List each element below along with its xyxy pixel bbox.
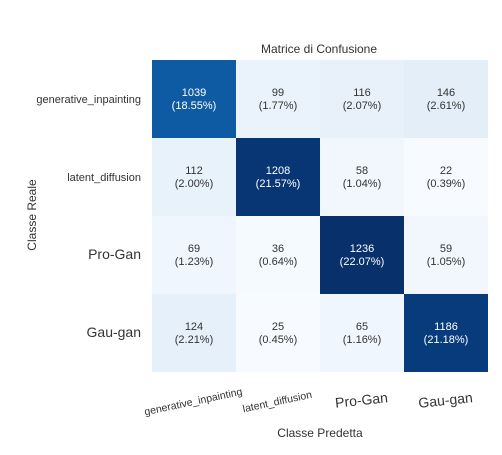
cell-value-label: 1186 <box>434 321 458 333</box>
chart-title: Matrice di Confusione <box>261 42 377 56</box>
cell-percent-label: (2.00%) <box>175 178 214 190</box>
cell-percent-label: (1.04%) <box>343 178 382 190</box>
heatmap-cell <box>404 60 488 138</box>
heatmap-cell <box>320 60 404 138</box>
row-tick-label: generative_inpainting <box>36 94 141 106</box>
cell-value-label: 116 <box>353 87 371 99</box>
heatmap-cell <box>404 216 488 294</box>
heatmap-cell <box>152 60 236 138</box>
heatmap-cell <box>320 294 404 372</box>
cell-value-label: 65 <box>356 321 368 333</box>
cell-percent-label: (1.77%) <box>259 100 298 112</box>
y-axis-label: Classe Reale <box>25 179 39 251</box>
cell-percent-label: (18.55%) <box>172 100 217 112</box>
cell-value-label: 124 <box>185 321 203 333</box>
cell-value-label: 1039 <box>182 87 206 99</box>
heatmap-cell <box>236 216 320 294</box>
cell-percent-label: (0.64%) <box>259 256 298 268</box>
heatmap-cell <box>404 138 488 216</box>
cell-percent-label: (1.23%) <box>175 256 214 268</box>
heatmap-cell <box>152 138 236 216</box>
col-tick-label: Gau-gan <box>418 389 474 411</box>
cell-value-label: 25 <box>272 321 284 333</box>
col-tick-label: latent_diffusion <box>242 389 314 415</box>
heatmap-cell <box>236 60 320 138</box>
cell-value-label: 1208 <box>266 165 290 177</box>
cell-value-label: 112 <box>185 165 203 177</box>
heatmap-cell <box>236 294 320 372</box>
heatmap-cell <box>404 294 488 372</box>
cell-percent-label: (21.18%) <box>424 334 469 346</box>
cell-value-label: 58 <box>356 165 368 177</box>
cell-percent-label: (1.16%) <box>343 334 382 346</box>
cell-value-label: 36 <box>272 243 284 255</box>
heatmap-cell <box>152 294 236 372</box>
cell-percent-label: (2.07%) <box>343 100 382 112</box>
heatmap-cells: 1039(18.55%) 99(1.77%) 116(2.07%) 146(2.61%… <box>152 60 488 372</box>
cell-value-label: 22 <box>440 165 452 177</box>
heatmap-cell <box>236 138 320 216</box>
cell-value-label: 146 <box>437 87 455 99</box>
row-tick-label: Gau-gan <box>87 324 141 340</box>
cell-percent-label: (21.57%) <box>256 178 301 190</box>
cell-percent-label: (0.39%) <box>427 178 466 190</box>
cell-value-label: 59 <box>440 243 452 255</box>
cell-value-label: 69 <box>188 243 200 255</box>
cell-value-label: 99 <box>272 87 284 99</box>
cell-percent-label: (2.61%) <box>427 100 466 112</box>
cell-percent-label: (2.21%) <box>175 334 214 346</box>
row-tick-label: Pro-Gan <box>88 246 141 262</box>
cell-value-label: 1236 <box>350 243 374 255</box>
heatmap-cell <box>320 138 404 216</box>
row-tick-label: latent_diffusion <box>67 172 141 184</box>
cell-percent-label: (0.45%) <box>259 334 298 346</box>
heatmap-cell <box>320 216 404 294</box>
col-tick-label: Pro-Gan <box>334 389 388 410</box>
x-axis-label: Classe Predetta <box>277 426 363 440</box>
col-tick-label: generative_inpainting <box>143 386 243 419</box>
cell-percent-label: (1.05%) <box>427 256 466 268</box>
row-labels: generative_inpainting latent_diffusion Pro… <box>36 94 141 340</box>
cell-percent-label: (22.07%) <box>340 256 385 268</box>
heatmap-cell <box>152 216 236 294</box>
